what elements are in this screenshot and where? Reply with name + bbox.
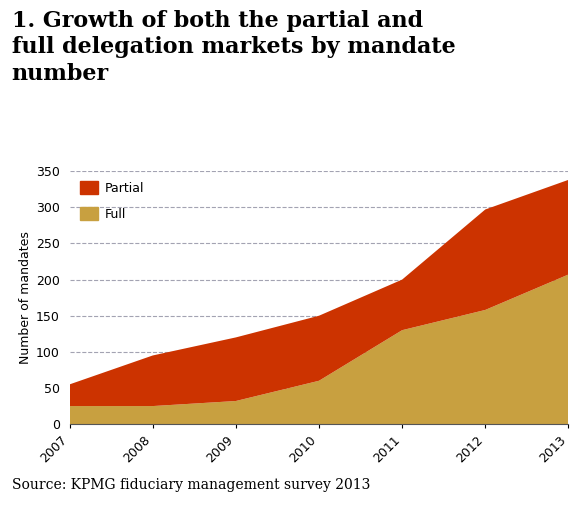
Text: Source: KPMG fiduciary management survey 2013: Source: KPMG fiduciary management survey… bbox=[12, 478, 370, 493]
Legend: Partial, Full: Partial, Full bbox=[76, 177, 148, 225]
Y-axis label: Number of mandates: Number of mandates bbox=[19, 231, 32, 364]
Text: 1. Growth of both the partial and
full delegation markets by mandate
number: 1. Growth of both the partial and full d… bbox=[12, 10, 455, 85]
